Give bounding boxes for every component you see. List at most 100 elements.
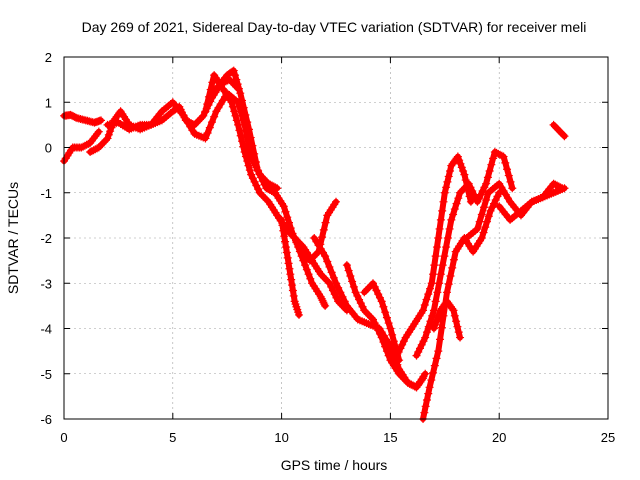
data-point-marker (377, 333, 386, 342)
series-sat-j (342, 261, 428, 392)
data-point-marker (288, 281, 297, 290)
data-point-marker (287, 275, 296, 284)
data-point-marker (504, 171, 513, 180)
data-point-marker (374, 290, 383, 299)
data-point-marker (455, 156, 464, 165)
data-point-marker (288, 286, 297, 295)
data-point-marker (353, 291, 362, 300)
data-point-marker (398, 340, 407, 349)
data-point-marker (375, 329, 384, 338)
data-point-marker (104, 130, 113, 139)
data-point-marker (457, 186, 466, 195)
y-axis-label: SDTVAR / TECUs (5, 182, 21, 294)
data-point-marker (332, 293, 341, 302)
data-point-marker (365, 311, 374, 320)
data-point-marker (396, 344, 405, 353)
data-point-marker (192, 119, 201, 128)
data-point-marker (384, 319, 393, 328)
data-point-marker (264, 185, 273, 194)
data-point-marker (362, 308, 371, 317)
data-point-marker (448, 263, 457, 272)
data-point-marker (267, 186, 276, 195)
data-point-marker (482, 179, 491, 188)
data-point-marker (348, 277, 357, 286)
data-point-marker (425, 383, 434, 392)
data-point-marker (422, 395, 431, 404)
data-point-marker (325, 262, 334, 271)
data-point-marker (232, 75, 241, 84)
data-point-marker (259, 192, 268, 201)
data-point-marker (372, 286, 381, 295)
data-point-marker (501, 158, 510, 167)
data-point-marker (304, 270, 313, 279)
data-point-marker (94, 127, 103, 136)
data-point-marker (464, 179, 473, 188)
y-tick-label: 0 (45, 141, 52, 156)
data-point-marker (442, 183, 451, 192)
data-point-marker (432, 354, 441, 363)
data-point-marker (422, 295, 431, 304)
data-point-marker (228, 102, 237, 111)
data-point-marker (231, 111, 240, 120)
data-point-marker (244, 161, 253, 170)
data-point-marker (292, 238, 301, 247)
data-point-marker (476, 190, 485, 199)
data-point-marker (477, 234, 486, 242)
data-point-marker (231, 71, 240, 80)
data-point-marker (485, 167, 494, 176)
data-point-marker (227, 98, 236, 107)
data-point-marker (447, 215, 456, 224)
data-point-marker (207, 118, 216, 127)
data-point-marker (382, 313, 391, 322)
data-point-marker (438, 206, 447, 215)
data-point-marker (449, 210, 458, 219)
data-point-marker (254, 185, 263, 194)
data-point-marker (492, 148, 501, 157)
data-point-marker (494, 149, 503, 158)
data-point-marker (250, 177, 259, 186)
data-point-marker (479, 228, 488, 237)
data-point-marker (241, 110, 250, 119)
data-point-marker (239, 103, 248, 112)
data-point-marker (440, 252, 449, 261)
y-tick-label: -1 (40, 186, 52, 201)
data-point-marker (260, 180, 269, 189)
data-point-marker (435, 279, 444, 288)
data-point-marker (203, 100, 212, 109)
x-tick-label: 0 (60, 430, 67, 445)
data-point-marker (489, 154, 498, 163)
data-point-marker (551, 180, 560, 189)
data-point-marker (284, 218, 293, 227)
data-point-marker (375, 293, 384, 302)
data-point-marker (549, 179, 558, 188)
data-point-marker (441, 300, 450, 309)
data-point-marker (388, 330, 397, 339)
data-point-marker (94, 143, 103, 152)
data-point-marker (444, 172, 453, 181)
data-point-marker (382, 347, 391, 356)
data-point-marker (449, 255, 458, 264)
data-point-marker (449, 306, 458, 315)
data-point-marker (427, 279, 436, 288)
data-point-marker (452, 317, 461, 326)
data-point-marker (208, 78, 217, 87)
data-point-marker (319, 298, 328, 307)
y-tick-label: 2 (45, 50, 52, 65)
y-tick-label: -3 (40, 276, 52, 291)
data-point-marker (437, 323, 446, 332)
data-point-marker (195, 115, 204, 124)
data-point-marker (443, 177, 452, 186)
data-point-marker (473, 197, 482, 206)
data-point-marker (342, 261, 351, 270)
data-point-marker (372, 322, 381, 331)
data-point-marker (430, 261, 439, 270)
data-point-marker (329, 273, 338, 282)
data-point-marker (446, 272, 455, 281)
data-point-marker (417, 376, 426, 385)
data-point-marker (284, 259, 293, 268)
data-point-marker (477, 210, 486, 219)
data-point-marker (421, 333, 430, 342)
data-point-marker (229, 66, 238, 75)
data-point-marker (417, 340, 426, 349)
data-point-marker (289, 291, 298, 300)
